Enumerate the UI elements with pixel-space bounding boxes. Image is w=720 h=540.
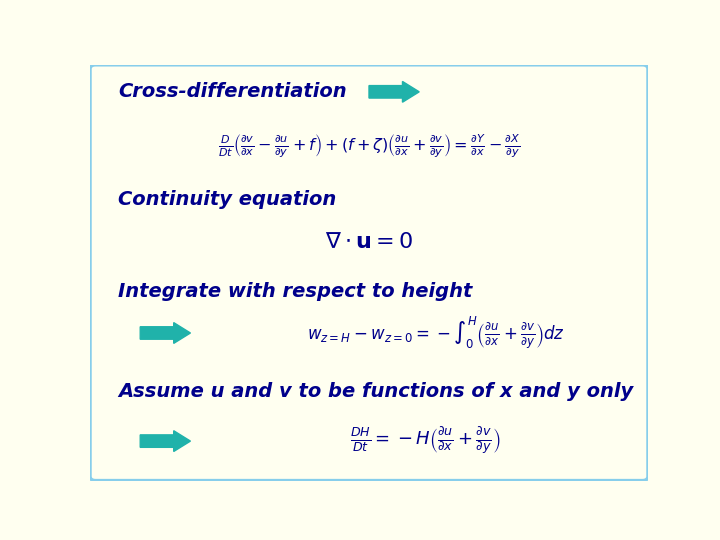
Text: $\frac{DH}{Dt} = -H\left(\frac{\partial u}{\partial x} + \frac{\partial v}{\part: $\frac{DH}{Dt} = -H\left(\frac{\partial … <box>349 426 500 457</box>
Text: Cross-differentiation: Cross-differentiation <box>118 82 346 102</box>
Text: Continuity equation: Continuity equation <box>118 191 336 210</box>
Text: $\nabla \cdot \mathbf{u} = 0$: $\nabla \cdot \mathbf{u} = 0$ <box>325 232 413 252</box>
FancyArrow shape <box>369 82 419 102</box>
FancyBboxPatch shape <box>90 65 648 481</box>
FancyArrow shape <box>140 431 190 451</box>
Text: $w_{z=H} - w_{z=0} = -\int_{0}^{H}\left(\frac{\partial u}{\partial x} + \frac{\p: $w_{z=H} - w_{z=0} = -\int_{0}^{H}\left(… <box>307 315 565 351</box>
FancyArrow shape <box>140 322 190 343</box>
Text: Assume u and v to be functions of x and y only: Assume u and v to be functions of x and … <box>118 382 633 401</box>
Text: $\frac{D}{Dt}\left(\frac{\partial v}{\partial x} - \frac{\partial u}{\partial y}: $\frac{D}{Dt}\left(\frac{\partial v}{\pa… <box>218 132 520 160</box>
Text: Integrate with respect to height: Integrate with respect to height <box>118 282 472 301</box>
